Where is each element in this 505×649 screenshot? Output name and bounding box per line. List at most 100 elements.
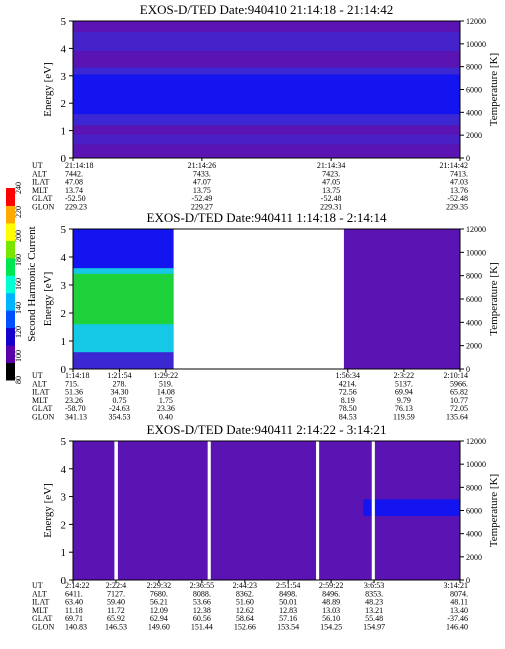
orbit-row-label: GLAT: [32, 194, 53, 203]
orbit-row-value: 84.53: [339, 413, 357, 422]
y-right-tick-label: 8000: [466, 63, 482, 72]
colorbar-tick-label: 240: [14, 182, 23, 194]
orbit-row-value: 12.38: [193, 606, 211, 615]
y-right-axis-label: Temperature [K]: [488, 262, 500, 335]
orbit-row-value: 13.74: [65, 186, 83, 195]
orbit-row-value: -37.46: [447, 614, 468, 623]
orbit-row-label: UT: [32, 581, 43, 590]
panel-title: EXOS-D/TED Date:940411 1:14:18 - 2:14:14: [147, 210, 387, 225]
orbit-row-label: GLON: [32, 413, 54, 422]
energy-band: [73, 134, 460, 145]
energy-band: [73, 352, 174, 369]
orbit-row-value: 48.89: [322, 598, 340, 607]
orbit-row-value: 11.72: [107, 606, 125, 615]
orbit-row-value: 55.48: [365, 614, 383, 623]
y-tick-label: 0: [61, 364, 67, 376]
orbit-row-value: 59.40: [107, 598, 125, 607]
orbit-row-value: 519.: [159, 379, 173, 388]
orbit-row-value: 5966.: [450, 379, 468, 388]
orbit-row-value: 9.79: [397, 396, 411, 405]
colorbar-tick-label: 220: [14, 206, 23, 218]
orbit-row-value: 3:14:21: [444, 581, 468, 590]
orbit-row-value: 47.05: [322, 178, 340, 187]
orbit-row-value: 146.40: [446, 623, 468, 632]
y-tick-label: 1: [61, 336, 67, 348]
energy-band: [73, 273, 174, 325]
colorbar-segment: [6, 275, 15, 294]
orbit-row-label: ILAT: [32, 388, 49, 397]
y-tick-label: 5: [61, 224, 67, 236]
colorbar-segment: [6, 327, 15, 346]
y-right-tick-label: 8000: [466, 483, 482, 492]
orbit-row-value: 72.56: [339, 388, 357, 397]
orbit-row-value: -24.63: [109, 404, 130, 413]
y-right-tick-label: 6000: [466, 295, 482, 304]
orbit-row-value: 13.76: [450, 186, 468, 195]
y-tick-label: 4: [61, 464, 67, 476]
orbit-row-value: 278.: [112, 379, 126, 388]
orbit-row-value: 140.83: [65, 623, 87, 632]
y-tick-label: 0: [61, 153, 67, 165]
orbit-row-value: 11.18: [65, 606, 83, 615]
y-right-tick-label: 4000: [466, 108, 482, 117]
orbit-row-value: 0.40: [159, 413, 173, 422]
orbit-row-label: GLON: [32, 203, 54, 212]
orbit-row-value: 7413.: [450, 169, 468, 178]
orbit-row-value: 146.53: [105, 623, 127, 632]
y-tick-label: 3: [61, 71, 67, 83]
colorbar-tick-label: 80: [14, 376, 23, 384]
orbit-row-value: 13.75: [322, 186, 340, 195]
orbit-row-value: 3:6:53: [364, 581, 384, 590]
orbit-row-value: 0.75: [112, 396, 126, 405]
y-tick-label: 2: [61, 98, 67, 110]
orbit-row-value: 229.27: [191, 203, 213, 212]
y-right-axis-label: Temperature [K]: [488, 53, 500, 126]
orbit-row-value: 154.25: [320, 623, 342, 632]
y-right-tick-label: 10000: [466, 248, 486, 257]
orbit-row-value: 7442.: [65, 169, 83, 178]
orbit-row-value: 34.30: [110, 388, 128, 397]
orbit-row-label: ALT: [32, 169, 47, 178]
colorbar-segment: [6, 257, 15, 276]
colorbar-tick-label: 180: [14, 254, 23, 266]
orbit-row-value: 76.13: [395, 404, 413, 413]
data-gap: [173, 229, 344, 369]
colorbar-segment: [6, 310, 15, 329]
orbit-row-value: 341.13: [65, 413, 87, 422]
y-right-tick-label: 10000: [466, 460, 486, 469]
orbit-row-value: 12.83: [279, 606, 297, 615]
orbit-row-value: 47.08: [65, 178, 83, 187]
orbit-row-value: 354.53: [108, 413, 130, 422]
y-right-tick-label: 2000: [466, 553, 482, 562]
orbit-row-label: MLT: [32, 186, 48, 195]
y-right-tick-label: 12000: [466, 437, 486, 446]
orbit-row-value: 72.05: [450, 404, 468, 413]
energy-band: [73, 229, 174, 269]
orbit-row-label: MLT: [32, 606, 48, 615]
energy-band: [363, 499, 460, 517]
orbit-row-value: 65.82: [450, 388, 468, 397]
colorbar-segment: [6, 345, 15, 364]
y-tick-label: 2: [61, 308, 67, 320]
orbit-row-value: 2:51:54: [276, 581, 300, 590]
data-gap: [207, 441, 211, 580]
orbit-row-value: 21:14:34: [317, 161, 345, 170]
orbit-row-value: 69.94: [395, 388, 413, 397]
y-right-tick-label: 6000: [466, 86, 482, 95]
orbit-row-value: 21:14:26: [188, 161, 216, 170]
y-right-tick-label: 0: [466, 576, 470, 585]
y-right-tick-label: 12000: [466, 225, 486, 234]
y-right-tick-label: 0: [466, 154, 470, 163]
orbit-row-value: 13.75: [193, 186, 211, 195]
y-right-tick-label: 4000: [466, 318, 482, 327]
y-right-tick-label: 2000: [466, 342, 482, 351]
y-right-tick-label: 2000: [466, 131, 482, 140]
orbit-row-value: 2:22:4: [106, 581, 126, 590]
orbit-row-label: ILAT: [32, 598, 49, 607]
panel-title: EXOS-D/TED Date:940411 2:14:22 - 3:14:21: [147, 422, 387, 437]
colorbar-segment: [6, 188, 15, 206]
orbit-row-value: -52.48: [447, 194, 468, 203]
orbit-row-value: 149.60: [148, 623, 170, 632]
y-right-tick-label: 6000: [466, 507, 482, 516]
y-right-tick-label: 10000: [466, 40, 486, 49]
